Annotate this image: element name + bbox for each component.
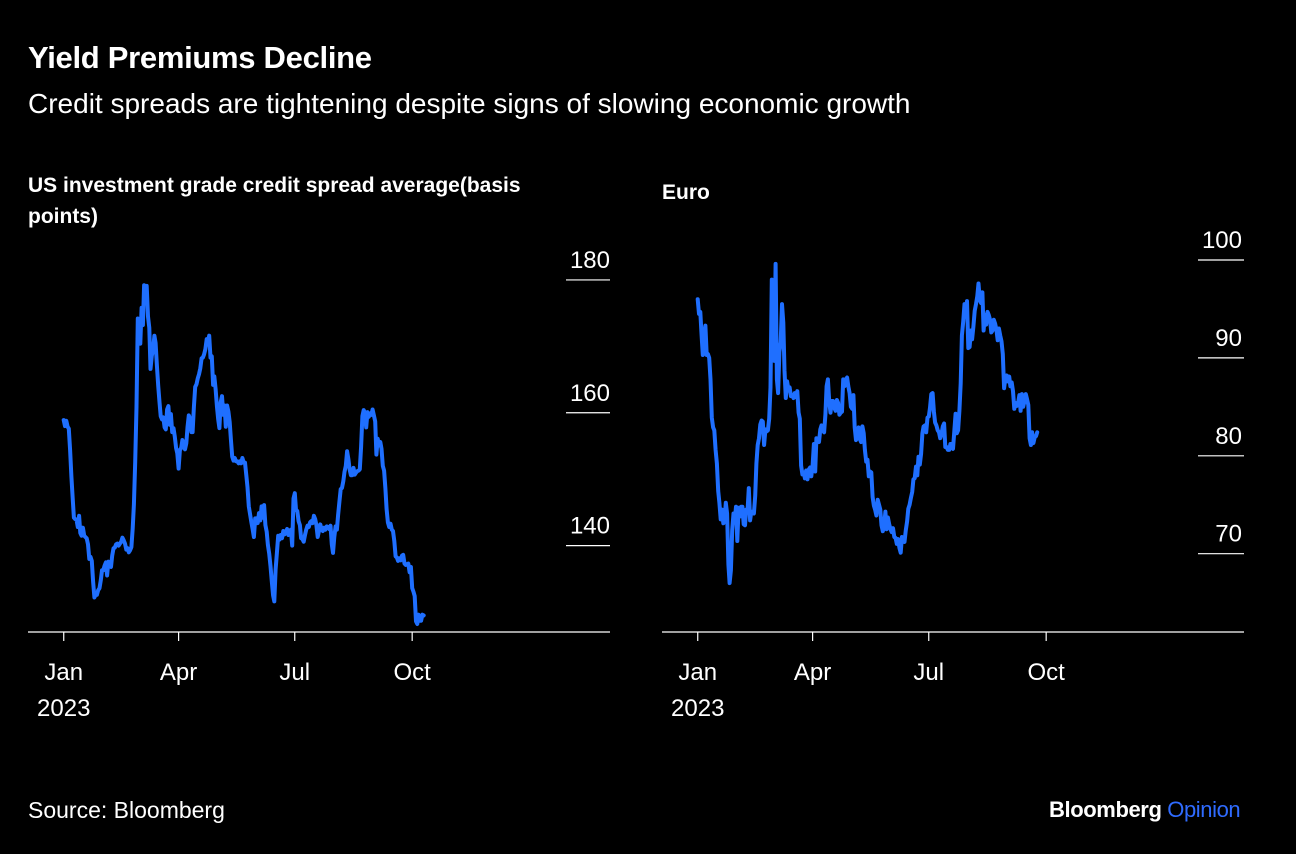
- y-tick-label: 80: [1215, 423, 1242, 450]
- x-tick-year-label: 2023: [671, 695, 724, 722]
- us-panel-title: US investment grade credit spread averag…: [28, 174, 521, 228]
- chart-subtitle: Credit spreads are tightening despite si…: [28, 88, 911, 119]
- series-line-0: [61, 283, 426, 626]
- y-tick-label: 100: [1202, 227, 1242, 254]
- y-tick-label: 160: [570, 380, 610, 407]
- x-tick-label: Jul: [279, 659, 310, 686]
- y-tick-label: 70: [1215, 521, 1242, 548]
- brand-name: Bloomberg: [1049, 797, 1162, 822]
- y-tick-label: 140: [570, 513, 610, 540]
- chart-title: Yield Premiums Decline: [28, 40, 372, 75]
- brand-suffix: Opinion: [1167, 797, 1241, 822]
- bloomberg-opinion-logo: Bloomberg Opinion: [1049, 797, 1241, 823]
- x-tick-year-label: 2023: [37, 695, 90, 722]
- x-tick-label: Jan: [678, 659, 717, 686]
- x-tick-label: Jan: [44, 659, 83, 686]
- x-tick-label: Apr: [160, 659, 197, 686]
- source-note: Source: Bloomberg: [28, 797, 225, 823]
- euro-panel-title: Euro: [662, 181, 710, 204]
- x-tick-label: Apr: [794, 659, 831, 686]
- x-tick-label: Oct: [1027, 659, 1065, 686]
- y-tick-label: 90: [1215, 325, 1242, 352]
- x-tick-label: Oct: [393, 659, 431, 686]
- series-line-0: [695, 261, 1040, 586]
- x-tick-label: Jul: [913, 659, 944, 686]
- y-tick-label: 180: [570, 247, 610, 274]
